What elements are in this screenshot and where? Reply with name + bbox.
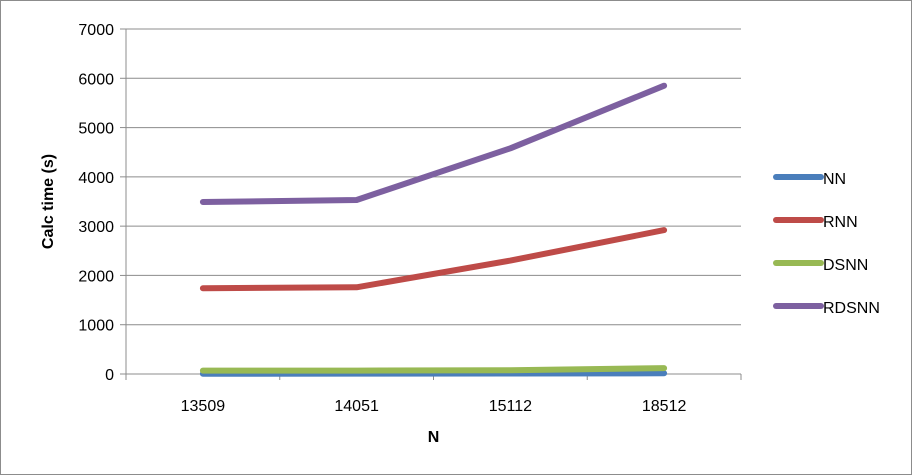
series-line-rnn: [199, 227, 668, 292]
legend-label-rdsnn: RDSNN: [823, 300, 880, 317]
y-tick-label: 4000: [78, 170, 114, 187]
legend-label-dsnn: DSNN: [823, 257, 868, 274]
y-tick-label: 1000: [78, 318, 114, 335]
gridlines: [126, 28, 741, 326]
x-axis-title: N: [428, 429, 440, 446]
y-tick-label: 3000: [78, 219, 114, 236]
x-tick-label: 13509: [181, 398, 226, 415]
x-tick-label: 14051: [334, 398, 379, 415]
y-tick-label: 0: [105, 367, 114, 384]
series-line-dsnn: [199, 365, 668, 374]
legend-label-rnn: RNN: [823, 214, 858, 231]
legend-label-nn: NN: [823, 171, 846, 188]
y-tick-label: 5000: [78, 121, 114, 138]
series-line-rdsnn: [199, 82, 668, 205]
series-lines: [199, 82, 668, 377]
series-line-nn: [199, 370, 668, 377]
y-tick-label: 6000: [78, 71, 114, 88]
y-tick-label: 2000: [78, 268, 114, 285]
x-tick-label: 18512: [642, 398, 687, 415]
y-axis-title: Calc time (s): [40, 154, 57, 249]
tick-labels: 0 1000 2000 3000 4000 5000 6000 7000 13509 14051 1…: [78, 22, 686, 415]
y-tick-label: 7000: [78, 22, 114, 39]
legend: NN RNN DSNN RDSNN: [773, 171, 880, 317]
x-tick-label: 15112: [489, 398, 532, 415]
